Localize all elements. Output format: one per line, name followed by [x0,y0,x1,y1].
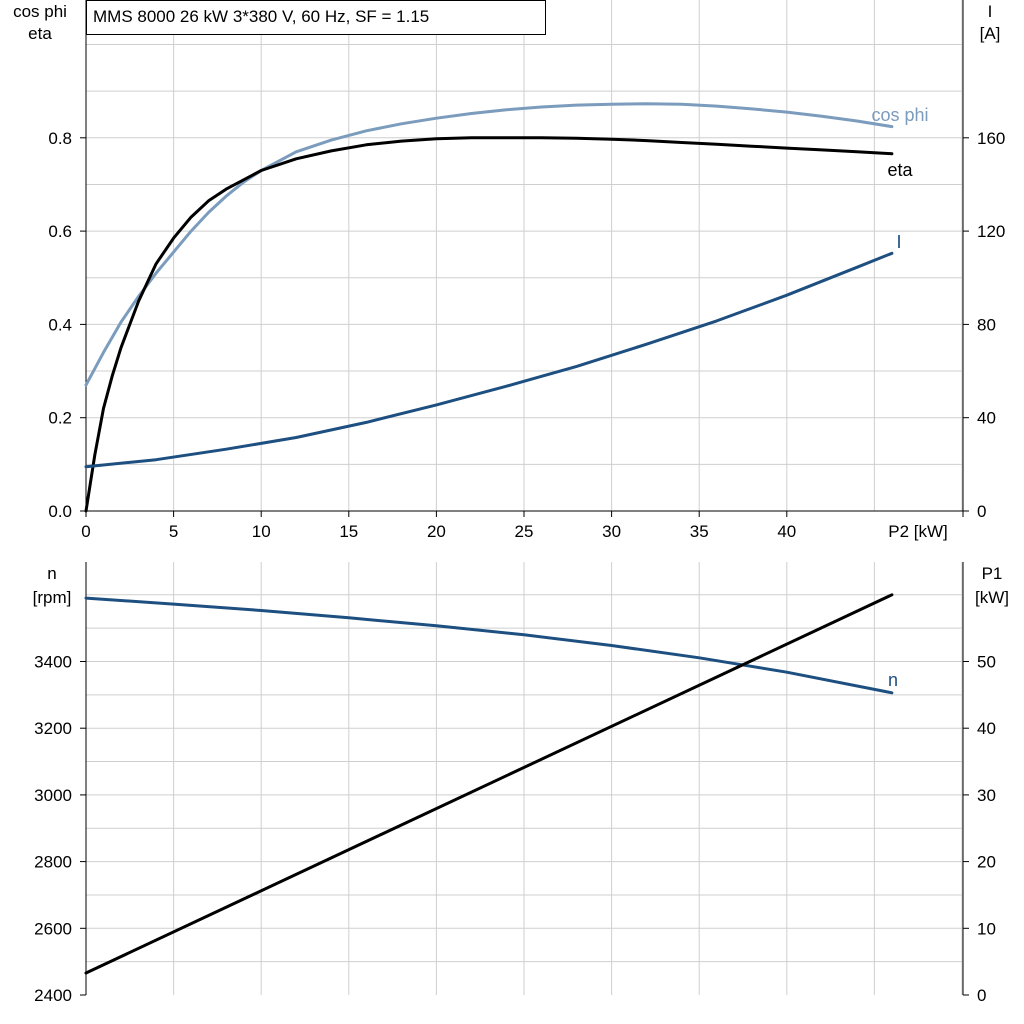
y-right-tick-label: 120 [977,222,1005,241]
y-left-tick-label: 0.0 [48,502,72,521]
x-tick-label: 25 [515,522,534,541]
y-left-tick-label: 3400 [34,653,72,672]
y-right-axis-title-1: I [988,2,993,21]
y-right-tick-label: 50 [977,653,996,672]
y-right-tick-label: 10 [977,919,996,938]
y-right-axis-title-1: P1 [982,564,1003,583]
y-left-tick-label: 0.2 [48,409,72,428]
series-line-I [84,251,894,469]
y-right-axis-title-2: [kW] [975,588,1009,607]
x-tick-label: 15 [339,522,358,541]
x-tick-label: 5 [169,522,178,541]
y-left-tick-label: 0.6 [48,222,72,241]
y-left-tick-label: 2600 [34,919,72,938]
x-tick-label: 30 [602,522,621,541]
y-left-axis-title-2: eta [28,24,52,43]
y-right-axis-title-2: [A] [980,24,1001,43]
series-line-cos-phi [84,102,894,387]
x-tick-label: 40 [777,522,796,541]
x-tick-label: 35 [690,522,709,541]
y-right-tick-label: 30 [977,786,996,805]
x-axis-label: P2 [kW] [888,522,948,541]
x-tick-label: 0 [81,522,90,541]
y-left-tick-label: 2800 [34,853,72,872]
series-label-eta: eta [887,160,913,180]
y-left-axis-title-1: n [47,564,56,583]
series-label-cos-phi: cos phi [871,105,928,125]
series-line-p1 [84,593,894,975]
series-line-n [84,596,894,695]
y-right-tick-label: 0 [977,502,986,521]
y-right-tick-label: 20 [977,853,996,872]
grid-top [86,0,963,511]
y-left-axis-title-1: cos phi [13,2,67,21]
y-right-tick-label: 40 [977,719,996,738]
y-left-tick-label: 0.4 [48,315,72,334]
y-left-tick-label: 3000 [34,786,72,805]
series-label-I: I [896,232,901,252]
y-right-tick-label: 0 [977,986,986,1005]
y-left-tick-label: 0.8 [48,129,72,148]
title-box [86,0,546,35]
y-left-axis-title-2: [rpm] [33,588,72,607]
x-tick-label: 10 [252,522,271,541]
y-left-tick-label: 2400 [34,986,72,1005]
y-right-tick-label: 80 [977,315,996,334]
y-right-tick-label: 160 [977,129,1005,148]
grid-bottom [86,562,963,995]
series-label-n: n [888,670,898,690]
series-line-eta [84,136,894,513]
y-left-tick-label: 3200 [34,719,72,738]
y-right-tick-label: 40 [977,409,996,428]
chart-title: MMS 8000 26 kW 3*380 V, 60 Hz, SF = 1.15 [93,7,429,26]
x-tick-label: 20 [427,522,446,541]
